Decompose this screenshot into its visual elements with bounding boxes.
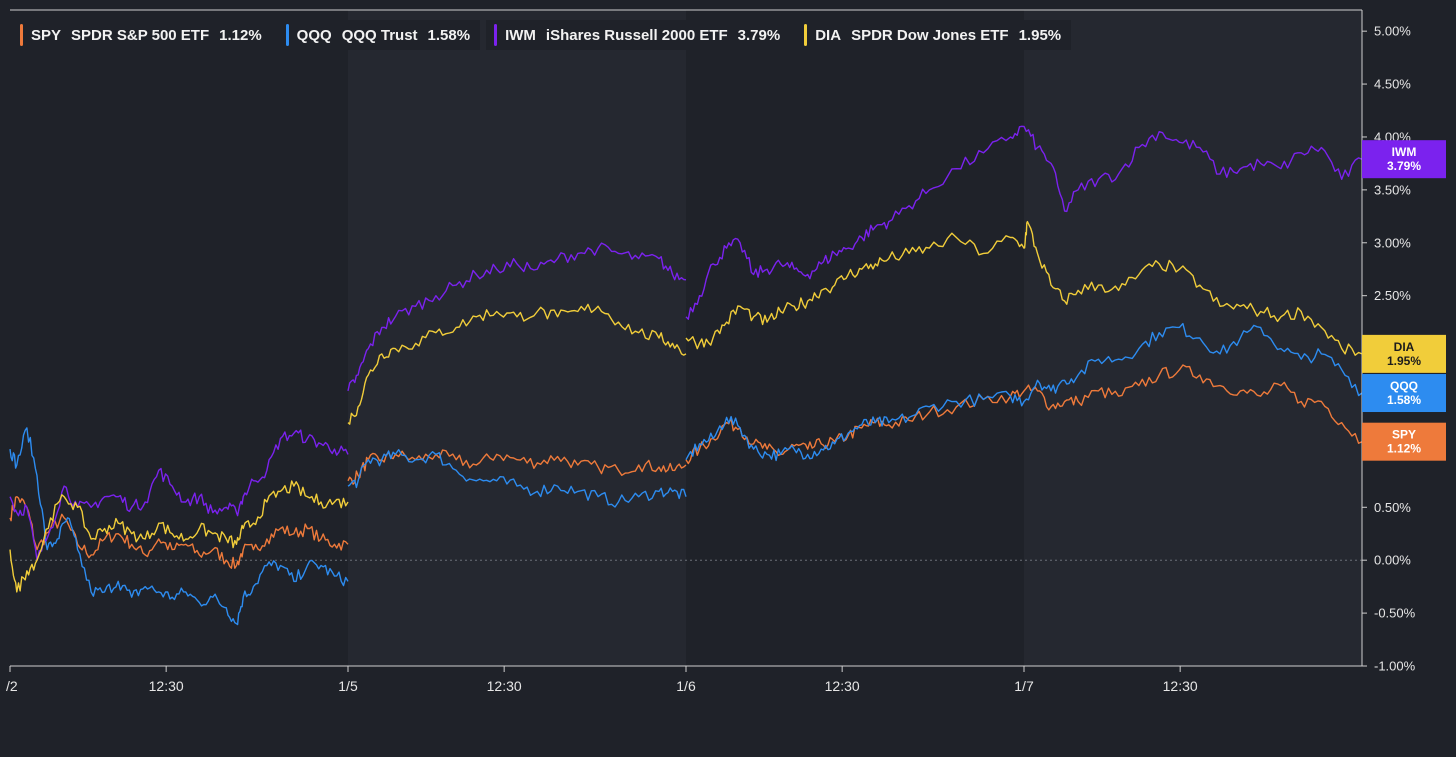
y-tick-label: 4.50% — [1374, 77, 1411, 92]
legend-swatch — [285, 24, 289, 46]
legend-swatch — [20, 24, 23, 46]
legend-item-spy[interactable]: SPY SPDR S&P 500 ETF 1.12% — [12, 20, 272, 50]
badge-background — [1362, 374, 1446, 413]
badge-value: 1.95% — [1387, 354, 1421, 368]
legend-swatch — [804, 24, 808, 46]
badge-value: 1.58% — [1387, 393, 1421, 407]
badge-value: 3.79% — [1387, 159, 1421, 173]
series-lines — [9, 125, 1363, 626]
y-tick-label: -0.50% — [1374, 606, 1416, 621]
legend-ticker: QQQ — [296, 26, 332, 44]
session-band-0 — [348, 10, 686, 666]
legend-item-iwm[interactable]: IWM iShares Russell 2000 ETF 3.79% — [486, 20, 791, 50]
session-bands — [348, 10, 1362, 666]
x-axis: /2 12:30 1/5 12:30 1/6 12:30 1/7 12:30 — [6, 666, 1198, 694]
x-tick-label: 1/5 — [338, 678, 358, 694]
x-tick-label: 12:30 — [487, 678, 522, 694]
series-line-dia — [9, 220, 1363, 593]
x-tick-label: /2 — [6, 678, 18, 694]
y-tick-label: 3.00% — [1374, 235, 1411, 250]
x-tick-label: 1/7 — [1014, 678, 1034, 694]
legend-ticker: SPY — [31, 26, 62, 44]
badge-background — [1362, 334, 1446, 373]
legend-change: 1.95% — [1018, 26, 1062, 44]
badge-ticker: DIA — [1394, 340, 1415, 354]
y-tick-label: -1.00% — [1374, 659, 1416, 674]
badge-ticker: SPY — [1392, 428, 1416, 442]
y-tick-label: 0.00% — [1374, 553, 1411, 568]
legend-ticker: IWM — [505, 26, 536, 44]
y-tick-label: 5.00% — [1374, 24, 1411, 39]
legend-change: 1.58% — [427, 26, 471, 44]
y-tick-label: 0.50% — [1374, 500, 1411, 515]
badge-ticker: IWM — [1392, 145, 1417, 159]
y-tick-label: 3.50% — [1374, 182, 1411, 197]
legend-name: QQQ Trust — [341, 26, 418, 44]
series-line-qqq — [9, 322, 1363, 626]
legend-ticker: DIA — [815, 26, 842, 44]
legend-swatch — [494, 24, 498, 46]
x-tick-label: 12:30 — [149, 678, 184, 694]
badge-value: 1.12% — [1387, 442, 1421, 456]
badge-background — [1362, 422, 1446, 461]
badge-ticker: QQQ — [1390, 379, 1418, 393]
legend-change: 1.12% — [219, 26, 262, 44]
legend-item-qqq[interactable]: QQQ QQQ Trust 1.58% — [277, 20, 481, 50]
legend: SPY SPDR S&P 500 ETF 1.12% QQQ QQQ Trust 1.58… — [12, 20, 1072, 50]
series-line-iwm — [9, 125, 1363, 561]
legend-change: 3.79% — [737, 26, 781, 44]
x-tick-label: 12:30 — [825, 678, 860, 694]
y-tick-label: 2.50% — [1374, 288, 1411, 303]
x-tick-label: 12:30 — [1163, 678, 1198, 694]
x-tick-label: 1/6 — [676, 678, 696, 694]
legend-name: iShares Russell 2000 ETF — [545, 26, 728, 44]
badge-background — [1362, 140, 1446, 179]
legend-name: SPDR Dow Jones ETF — [851, 26, 1009, 44]
legend-name: SPDR S&P 500 ETF — [71, 26, 210, 44]
legend-item-dia[interactable]: DIA SPDR Dow Jones ETF 1.95% — [796, 20, 1072, 50]
